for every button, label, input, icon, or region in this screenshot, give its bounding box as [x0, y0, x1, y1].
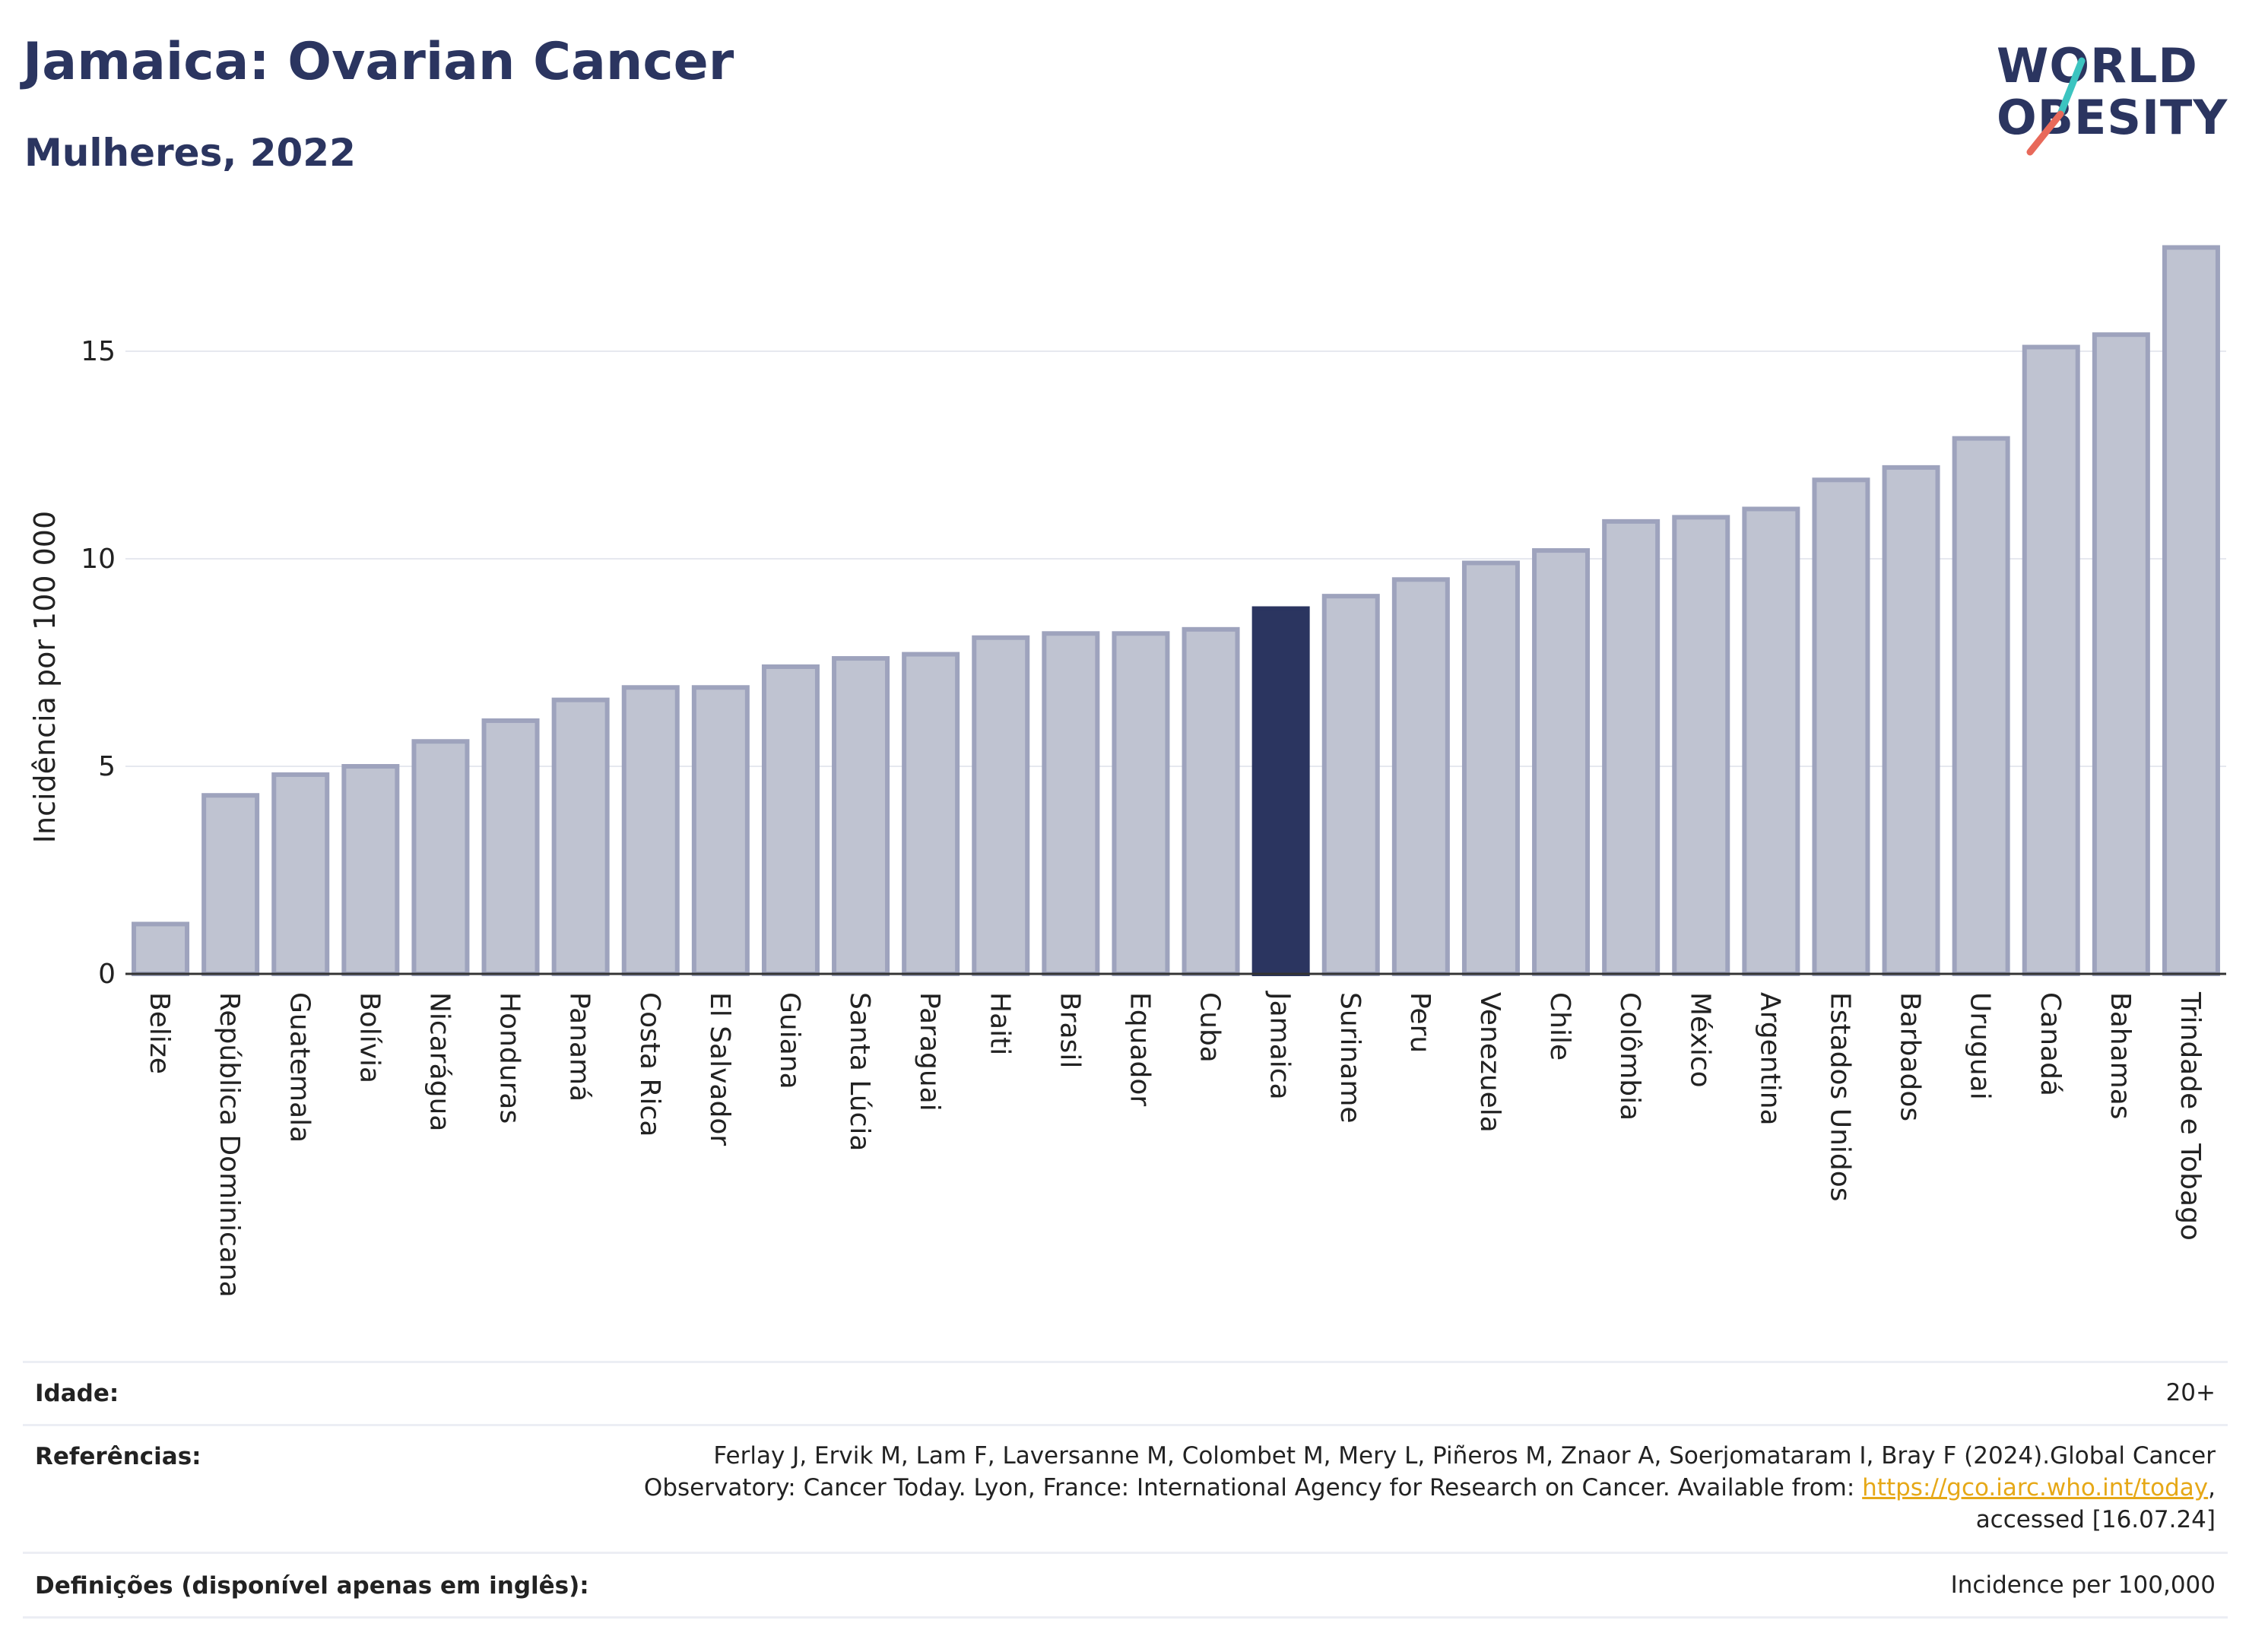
x-tick-label: Cuba [1194, 992, 1226, 1063]
chart-title: Jamaica: Ovarian Cancer [23, 32, 734, 92]
x-tick-label: Venezuela [1474, 992, 1505, 1133]
bar [691, 685, 750, 976]
references-line-2: Observatory: Cancer Today. Lyon, France:… [644, 1472, 2216, 1504]
x-tick-label: Guatemala [284, 992, 315, 1143]
world-obesity-logo: WORLD OBESITY [1984, 30, 2235, 160]
x-tick-label: Colômbia [1614, 992, 1645, 1121]
bar [1112, 631, 1170, 977]
footer-references-row: Referências: Ferlay J, Ervik M, Lam F, L… [23, 1424, 2228, 1552]
x-tick-label: El Salvador [704, 992, 735, 1146]
bar [1461, 560, 1520, 976]
x-tick-label: Belize [144, 992, 175, 1074]
x-tick-label: Equador [1124, 992, 1155, 1106]
bar [902, 652, 960, 977]
footer-definitions-row: Definições (disponível apenas em inglês)… [23, 1552, 2228, 1619]
x-tick-label: Estados Unidos [1824, 992, 1855, 1202]
bar [271, 772, 330, 976]
age-value: 20+ [2165, 1379, 2216, 1406]
x-tick-label: Honduras [494, 992, 525, 1124]
bar-highlighted [1251, 606, 1310, 977]
bar [2162, 245, 2220, 976]
bar [1882, 465, 1940, 976]
bar [341, 764, 400, 976]
x-tick-label: Uruguai [1965, 992, 1996, 1100]
references-line-2-prefix: Observatory: Cancer Today. Lyon, France:… [643, 1474, 1863, 1501]
age-label: Idade: [35, 1380, 119, 1407]
x-tick-label: Argentina [1754, 992, 1785, 1126]
x-tick-label: Panamá [564, 992, 595, 1102]
x-tick-label: Barbados [1895, 992, 1926, 1121]
bar [1952, 436, 2010, 976]
x-tick-label: Chile [1544, 992, 1575, 1061]
chart-subtitle: Mulheres, 2022 [24, 131, 356, 175]
y-tick-label: 5 [98, 751, 116, 782]
x-tick-label: Bahamas [2105, 992, 2136, 1120]
bar [1672, 515, 1730, 976]
definitions-value: Incidence per 100,000 [1950, 1571, 2216, 1599]
x-tick-label: México [1684, 992, 1715, 1088]
logo-word-world: WORLD [1997, 38, 2198, 94]
x-tick-label: Canadá [2035, 992, 2066, 1096]
x-tick-label: Bolívia [354, 992, 385, 1083]
references-line-3: accessed [16.07.24] [1975, 1506, 2216, 1533]
references-label: Referências: [35, 1443, 201, 1470]
x-tick-label: Paraguai [914, 992, 945, 1111]
y-tick-label: 10 [81, 544, 116, 575]
x-tick-label: Trindade e Tobago [2174, 991, 2206, 1241]
bar [1391, 577, 1450, 976]
bar [2022, 344, 2080, 977]
bar [621, 685, 680, 976]
bar [761, 664, 820, 977]
x-tick-label: Peru [1404, 992, 1435, 1053]
bar [972, 635, 1030, 976]
x-tick-label: Costa Rica [634, 992, 665, 1137]
logo-slash-icon [2026, 57, 2086, 156]
footer-age-row: Idade: 20+ [23, 1361, 2228, 1424]
bar [1602, 518, 1661, 976]
x-tick-label: Brasil [1054, 992, 1085, 1068]
bar [832, 656, 890, 976]
x-tick-label: Nicarágua [423, 992, 455, 1131]
bar [1042, 631, 1100, 977]
definitions-label: Definições (disponível apenas em inglês)… [35, 1572, 589, 1600]
x-tick-label: Suriname [1334, 992, 1366, 1124]
references-line-2-suffix: , [2208, 1474, 2216, 1501]
x-tick-label: Haiti [984, 992, 1015, 1055]
x-tick-label: Santa Lúcia [844, 992, 875, 1151]
references-text: Ferlay J, Ervik M, Lam F, Laversanne M, … [644, 1440, 2216, 1536]
bar [551, 697, 610, 976]
bar [1182, 626, 1240, 976]
bar [201, 793, 260, 976]
references-link[interactable]: https://gco.iarc.who.int/today [1862, 1474, 2209, 1501]
bar [1742, 506, 1800, 976]
bar [1812, 477, 1870, 976]
bar [481, 718, 540, 976]
y-tick-label: 0 [98, 959, 116, 990]
bar [1321, 594, 1380, 976]
logo-word-obesity: OBESITY [1997, 90, 2228, 145]
x-tick-label: República Dominicana [214, 992, 245, 1298]
bar-chart: 0 5 10 15 Incidência por 100 000 Belize Repúbl… [28, 245, 2226, 1298]
x-tick-label: Jamaica [1264, 991, 1296, 1100]
bar [2092, 332, 2150, 977]
x-tick-label: Guiana [774, 992, 805, 1089]
bar [1532, 548, 1591, 976]
y-tick-label: 15 [81, 336, 116, 367]
references-line-1: Ferlay J, Ervik M, Lam F, Laversanne M, … [713, 1442, 2216, 1470]
bar [132, 921, 190, 976]
bar [411, 739, 470, 976]
y-axis-label: Incidência por 100 000 [28, 511, 62, 843]
